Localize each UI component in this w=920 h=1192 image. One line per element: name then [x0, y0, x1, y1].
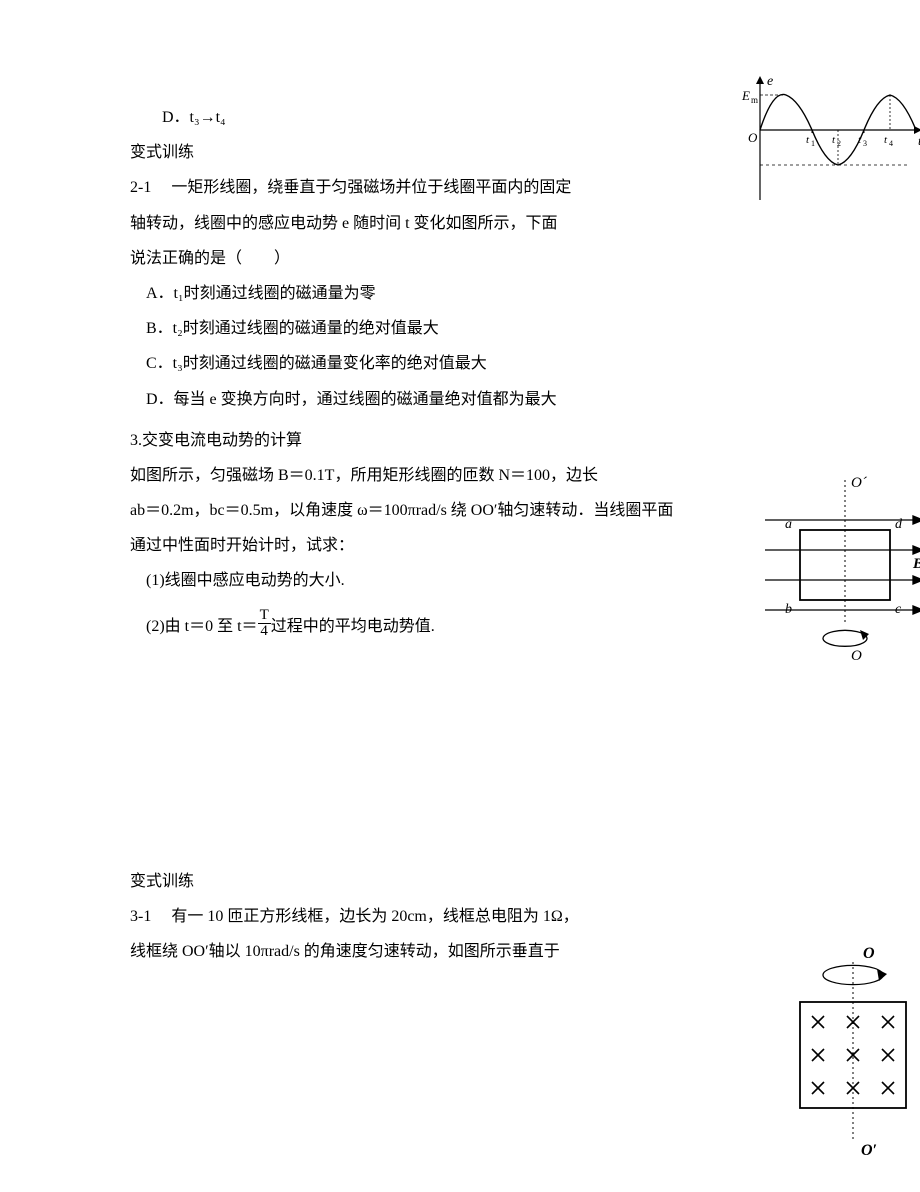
option-d-prev: D．t₃→t₄ — [130, 100, 810, 135]
q3-sub2-b: 过程中的平均电动势值. — [271, 618, 435, 635]
svg-text:O: O — [863, 945, 875, 962]
q3-line3: 通过中性面时开始计时，试求： — [130, 528, 810, 563]
q2-1-optA: A．t₁时刻通过线圈的磁通量为零 — [130, 276, 810, 311]
q3-line2: ab＝0.2m，bc＝0.5m，以角速度 ω＝100πrad/s 绕 OO′轴匀… — [130, 493, 810, 528]
svg-text:O´: O´ — [851, 475, 868, 491]
svg-text:O′: O′ — [861, 1142, 877, 1159]
svg-text:c: c — [895, 602, 902, 617]
variant-heading-1: 变式训练 — [130, 135, 810, 170]
svg-text:O: O — [851, 648, 862, 664]
q3-line1: 如图所示，匀强磁场 B＝0.1T，所用矩形线圈的匝数 N＝100，边长 — [130, 458, 810, 493]
svg-text:B: B — [912, 556, 920, 572]
q2-1-optB: B．t₂时刻通过线圈的磁通量的绝对值最大 — [130, 311, 810, 346]
svg-text:d: d — [895, 517, 903, 532]
q3-1-line2: 线框绕 OO′轴以 10πrad/s 的角速度匀速转动，如图所示垂直于 — [130, 934, 630, 969]
svg-text:2: 2 — [837, 139, 841, 148]
fraction-T-over-4: T4 — [258, 608, 271, 639]
q3-sub2-a: (2)由 t＝0 至 t＝ — [146, 618, 258, 635]
svg-text:e: e — [767, 74, 773, 89]
figure-crosses-diagram: O O′ — [765, 940, 920, 1165]
q3-1-line1: 3-1 有一 10 匝正方形线框，边长为 20cm，线框总电阻为 1Ω， — [130, 899, 630, 934]
svg-text:1: 1 — [811, 139, 815, 148]
svg-text:t: t — [832, 134, 836, 146]
q2-1-optC: C．t₃时刻通过线圈的磁通量变化率的绝对值最大 — [130, 346, 810, 381]
variant-heading-2: 变式训练 — [130, 864, 810, 899]
svg-text:4: 4 — [889, 139, 893, 148]
svg-text:t: t — [884, 134, 888, 146]
page: e E m O t1 t2 t3 t4 t — [0, 0, 920, 1029]
q2-1-optD: D．每当 e 变换方向时，通过线圈的磁通量绝对值都为最大 — [130, 382, 810, 417]
q2-1-line2: 轴转动，线圈中的感应电动势 e 随时间 t 变化如图所示，下面 — [130, 206, 630, 241]
section-3-heading: 3.交变电流电动势的计算 — [130, 423, 810, 458]
q2-1-line3: 说法正确的是（ ） — [130, 241, 810, 276]
svg-text:3: 3 — [863, 139, 867, 148]
blank-space — [130, 644, 810, 864]
q3-sub2: (2)由 t＝0 至 t＝T4过程中的平均电动势值. — [130, 609, 810, 644]
q3-sub1: (1)线圈中感应电动势的大小. — [130, 563, 810, 598]
q2-1-line1: 2-1 一矩形线圈，绕垂直于匀强磁场并位于线圈平面内的固定 — [130, 170, 630, 205]
